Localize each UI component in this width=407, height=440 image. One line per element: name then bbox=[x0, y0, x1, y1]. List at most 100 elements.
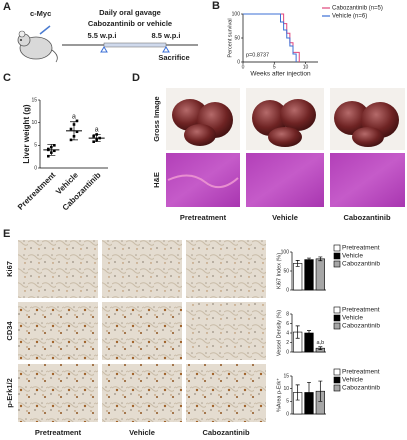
y-axis-label: Vessel Density (%) bbox=[276, 310, 282, 356]
column-label: Cabozantinib bbox=[343, 213, 390, 222]
x-tick-label: 0 bbox=[242, 64, 245, 70]
row-label: Gross Image bbox=[152, 96, 161, 141]
significance-label: a bbox=[95, 126, 99, 133]
data-point bbox=[69, 127, 73, 131]
error-bar bbox=[295, 384, 300, 401]
legend-label: Cabozantinib (n=5) bbox=[332, 6, 383, 12]
data-point bbox=[75, 130, 79, 134]
bar bbox=[293, 263, 303, 291]
panel-label: A bbox=[3, 1, 11, 13]
y-tick-label: 0 bbox=[286, 287, 289, 293]
error-bar bbox=[47, 144, 56, 156]
y-tick-label: 0 bbox=[286, 411, 289, 417]
error-bar bbox=[295, 260, 300, 267]
y-tick-label: 0 bbox=[286, 349, 289, 355]
error-bar bbox=[70, 121, 78, 141]
error-bar bbox=[318, 380, 323, 402]
bar bbox=[315, 258, 325, 291]
y-tick-label: 5 bbox=[34, 143, 37, 149]
row-label: Ki67 bbox=[5, 261, 14, 277]
survival-line bbox=[243, 13, 300, 62]
legend-label: Pretreatment bbox=[342, 245, 380, 252]
error-bar bbox=[318, 346, 323, 350]
y-axis-label: Ki67 Index (%) bbox=[276, 253, 282, 289]
y-tick-label: 5 bbox=[286, 399, 289, 405]
x-tick-label: Pretreatment bbox=[16, 170, 57, 211]
y-axis-label: %Area p-Erk⁺ bbox=[275, 378, 282, 412]
panel-label: B bbox=[212, 0, 220, 12]
error-bar bbox=[307, 257, 311, 262]
panel-label: C bbox=[3, 72, 11, 84]
x-axis-label: Weeks after injection bbox=[250, 71, 311, 78]
column-label: Vehicle bbox=[272, 213, 298, 222]
start-label: 5.5 w.p.i bbox=[88, 31, 117, 40]
legend-label: Cabozantinib bbox=[342, 261, 380, 268]
x-tick-label: 5 bbox=[273, 64, 276, 70]
error-bar bbox=[307, 330, 311, 336]
legend-swatch bbox=[333, 252, 341, 260]
y-tick-label: 10 bbox=[283, 386, 289, 392]
gross-images bbox=[166, 88, 405, 150]
legend-label: Cabozantinib bbox=[342, 385, 380, 392]
y-tick-label: 6 bbox=[286, 321, 289, 327]
legend-label: Vehicle bbox=[342, 253, 363, 260]
panel-label: E bbox=[3, 228, 10, 240]
y-tick-label: 15 bbox=[283, 373, 289, 379]
legend-swatch bbox=[333, 376, 341, 384]
column-label: Pretreatment bbox=[180, 213, 227, 222]
legend-label: Pretreatment bbox=[342, 369, 380, 376]
row-label: CD34 bbox=[5, 321, 14, 341]
he-images bbox=[166, 153, 405, 207]
bar bbox=[304, 332, 314, 353]
legend-label: Cabozantinib bbox=[342, 323, 380, 330]
y-tick-label: 10 bbox=[31, 120, 37, 126]
mouse-icon bbox=[17, 25, 58, 63]
y-tick-label: 100 bbox=[232, 11, 241, 17]
data-point bbox=[75, 119, 79, 123]
sacrifice-label: Sacrifice bbox=[158, 53, 189, 62]
significance-label: a bbox=[72, 114, 76, 121]
y-tick-label: 0 bbox=[34, 165, 37, 171]
legend-swatch bbox=[333, 368, 341, 376]
data-point bbox=[53, 149, 56, 153]
legend-swatch bbox=[333, 384, 341, 392]
survival-line bbox=[243, 13, 297, 62]
row-label: p-Erk1/2 bbox=[5, 378, 14, 408]
data-point bbox=[47, 154, 50, 158]
y-tick-label: 15 bbox=[31, 97, 37, 103]
y-tick-label: 100 bbox=[281, 249, 290, 255]
timeline bbox=[62, 42, 198, 53]
bar bbox=[304, 259, 314, 291]
legend-swatch bbox=[333, 322, 341, 330]
column-label: Pretreatment bbox=[35, 428, 82, 437]
y-axis-label: Percent survival bbox=[227, 18, 233, 57]
y-tick-label: 50 bbox=[283, 268, 289, 274]
legend-label: Pretreatment bbox=[342, 307, 380, 314]
row-label: H&E bbox=[152, 172, 161, 188]
data-point bbox=[92, 134, 95, 138]
annotation: p=0.8737 bbox=[246, 52, 269, 58]
x-tick-label: 10 bbox=[303, 64, 309, 70]
significance-label: a,b bbox=[317, 340, 325, 346]
legend-swatch bbox=[333, 260, 341, 268]
error-bar bbox=[92, 134, 101, 143]
error-bar bbox=[307, 381, 311, 403]
legend-label: Vehicle (n=6) bbox=[332, 14, 367, 20]
y-tick-label: 2 bbox=[286, 340, 289, 346]
y-axis-label: Liver weight (g) bbox=[22, 104, 31, 163]
y-tick-label: 0 bbox=[237, 59, 240, 65]
ihc-images bbox=[18, 240, 266, 422]
y-tick-label: 8 bbox=[286, 311, 289, 317]
column-label: Cabozantinib bbox=[202, 428, 249, 437]
data-point bbox=[53, 144, 56, 147]
legend-swatch bbox=[333, 306, 341, 314]
legend-swatch bbox=[333, 244, 341, 252]
end-label: 8.5 w.p.i bbox=[152, 31, 181, 40]
panel-label: D bbox=[132, 72, 140, 84]
legend-label: Vehicle bbox=[342, 315, 363, 322]
error-bar bbox=[318, 256, 323, 262]
y-tick-label: 4 bbox=[286, 330, 289, 336]
column-label: Vehicle bbox=[129, 428, 155, 437]
